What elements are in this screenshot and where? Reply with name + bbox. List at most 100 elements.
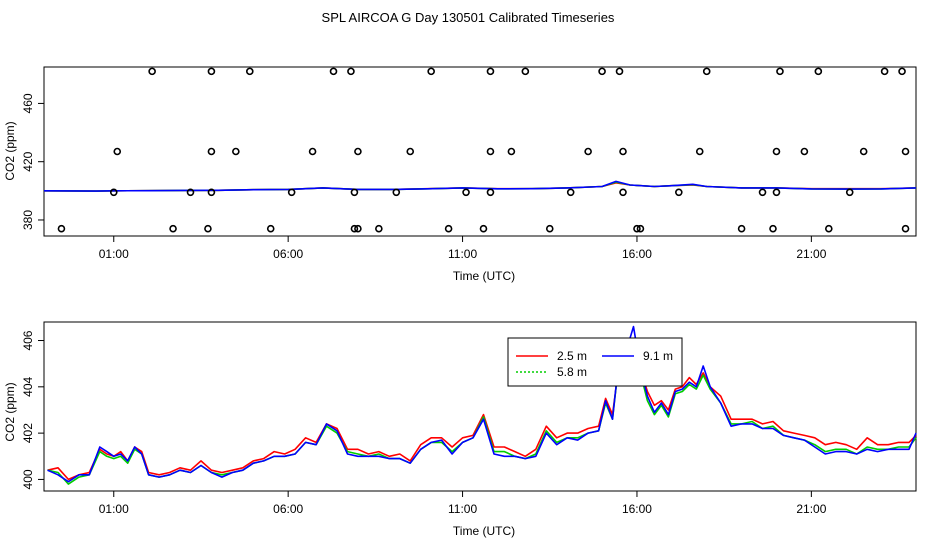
top-x-axis-label: Time (UTC) — [453, 269, 515, 283]
top-data-marker — [776, 67, 784, 76]
bottom-x-tick-label: 01:00 — [99, 502, 129, 516]
top-data-marker — [329, 67, 338, 76]
top-data-marker — [427, 67, 435, 76]
top-data-marker — [207, 147, 216, 156]
top-data-marker — [204, 224, 212, 233]
top-data-marker — [521, 67, 530, 76]
top-data-marker — [57, 224, 66, 233]
top-data-marker — [479, 224, 488, 233]
top-y-tick-label: 380 — [21, 210, 35, 230]
top-data-marker — [375, 224, 383, 233]
top-data-marker — [758, 188, 767, 197]
top-data-marker — [109, 188, 118, 197]
top-data-marker — [615, 67, 624, 76]
top-data-marker — [800, 147, 809, 156]
top-data-marker — [598, 67, 606, 76]
top-data-marker — [444, 224, 453, 233]
top-data-marker — [772, 188, 781, 197]
top-data-marker — [245, 67, 254, 76]
top-data-marker — [675, 188, 683, 197]
top-data-marker — [287, 188, 296, 197]
top-data-marker — [462, 188, 470, 197]
top-data-marker — [636, 224, 645, 233]
top-data-marker — [859, 147, 868, 156]
top-data-marker — [769, 224, 777, 233]
top-data-marker — [207, 67, 216, 76]
top-data-marker — [695, 147, 704, 156]
top-data-marker — [702, 67, 711, 76]
top-data-marker — [148, 67, 156, 76]
top-data-marker — [845, 188, 854, 197]
top-data-marker — [507, 147, 516, 156]
top-data-marker — [619, 188, 627, 197]
bottom-y-tick-label: 406 — [21, 330, 35, 350]
top-data-marker — [880, 67, 889, 76]
top-x-tick-label: 16:00 — [622, 247, 652, 261]
top-series-line-3 — [43, 180, 917, 192]
legend-box — [507, 337, 683, 387]
top-data-marker — [901, 147, 910, 156]
top-data-marker — [354, 224, 362, 233]
bottom-plot-frame — [43, 321, 917, 492]
top-data-marker — [486, 188, 495, 197]
bottom-x-tick-label: 16:00 — [622, 502, 652, 516]
top-data-marker — [169, 224, 177, 233]
bottom-y-tick-label: 402 — [21, 423, 35, 443]
top-data-marker — [406, 147, 415, 156]
top-data-marker — [308, 147, 317, 156]
top-x-tick-label: 06:00 — [273, 247, 303, 261]
top-data-marker — [633, 224, 641, 233]
top-data-marker — [207, 188, 216, 197]
top-data-marker — [545, 224, 554, 233]
top-data-marker — [350, 188, 359, 197]
top-data-marker — [486, 147, 495, 156]
top-data-marker — [350, 224, 359, 233]
bottom-axis-ticks: 01:00 06:00 11:00 16:00 21:00 400 402 404 406 — [21, 330, 827, 516]
bottom-x-tick-label: 21:00 — [796, 502, 826, 516]
top-y-tick-label: 420 — [21, 151, 35, 171]
top-x-tick-label: 01:00 — [99, 247, 129, 261]
bottom-series-line-2 — [47, 339, 917, 485]
top-y-axis-label: CO2 (ppm) — [3, 121, 17, 180]
legend-label-5-8m: 5.8 m — [557, 365, 587, 379]
top-data-marker — [584, 147, 592, 156]
top-x-tick-label: 21:00 — [796, 247, 826, 261]
top-data-marker — [901, 224, 910, 233]
top-data-marker — [113, 147, 122, 156]
top-data-marker — [566, 188, 575, 197]
bottom-x-tick-label: 11:00 — [448, 502, 477, 516]
top-data-marker — [354, 147, 362, 156]
top-data-marker — [347, 67, 355, 76]
bottom-y-tick-label: 404 — [21, 376, 35, 396]
legend-label-9-1m: 9.1 m — [643, 349, 673, 363]
bottom-y-tick-label: 400 — [21, 469, 35, 489]
top-data-marker — [772, 147, 781, 156]
top-panel: 01:00 06:00 11:00 16:00 21:00 380 420 460 Time … — [3, 66, 917, 283]
bottom-x-axis-label: Time (UTC) — [453, 524, 515, 538]
legend-label-2-5m: 2.5 m — [557, 349, 587, 363]
top-axis-ticks: 01:00 06:00 11:00 16:00 21:00 380 420 460 — [21, 93, 827, 261]
bottom-series-line-3 — [47, 325, 917, 483]
top-data-marker — [619, 147, 627, 156]
chart-title: SPL AIRCOA G Day 130501 Calibrated Times… — [322, 10, 615, 25]
bottom-y-axis-label: CO2 (ppm) — [3, 382, 17, 441]
top-data-marker — [232, 147, 240, 156]
bottom-x-tick-label: 06:00 — [273, 502, 303, 516]
top-data-marker — [814, 67, 823, 76]
top-plot-frame — [43, 66, 917, 237]
top-data-marker — [824, 224, 833, 233]
top-x-tick-label: 11:00 — [448, 247, 477, 261]
legend: 2.5 m 5.8 m 9.1 m — [507, 337, 683, 387]
top-marker-layer — [57, 67, 910, 233]
bottom-panel: 01:00 06:00 11:00 16:00 21:00 400 402 404 406 2.… — [3, 321, 917, 538]
top-series-layer — [43, 180, 917, 192]
bottom-series-line-1 — [47, 341, 917, 481]
top-data-marker — [898, 67, 906, 76]
bottom-series-layer — [47, 325, 917, 485]
top-data-marker — [737, 224, 746, 233]
top-data-marker — [266, 224, 275, 233]
top-data-marker — [186, 188, 195, 197]
top-y-tick-label: 460 — [21, 93, 35, 113]
top-data-marker — [486, 67, 495, 76]
